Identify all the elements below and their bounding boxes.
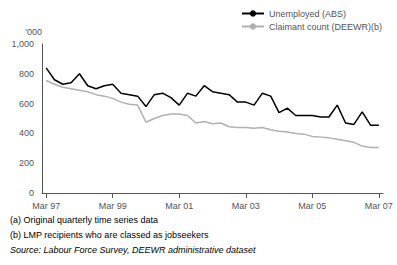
svg-text:800: 800 (19, 69, 34, 79)
svg-text:Mar 07: Mar 07 (365, 201, 393, 211)
svg-text:200: 200 (19, 158, 34, 168)
svg-text:(a) Original quarterly time se: (a) Original quarterly time series data (10, 215, 158, 225)
svg-text:(b) LMP recipients who are cla: (b) LMP recipients who are classed as jo… (10, 230, 209, 240)
svg-text:400: 400 (19, 128, 34, 138)
svg-text:Mar 97: Mar 97 (32, 201, 60, 211)
svg-text:600: 600 (19, 99, 34, 109)
svg-text:Mar 05: Mar 05 (298, 201, 326, 211)
svg-text:Claimant count (DEEWR)(b): Claimant count (DEEWR)(b) (269, 22, 382, 32)
svg-text:Mar 03: Mar 03 (232, 201, 260, 211)
svg-text:0: 0 (29, 188, 34, 198)
svg-text:Mar 01: Mar 01 (165, 201, 193, 211)
svg-text:Source: Labour Force Survey, D: Source: Labour Force Survey, DEEWR admin… (10, 245, 256, 255)
svg-text:Mar 99: Mar 99 (99, 201, 127, 211)
svg-text:1,000: 1,000 (11, 39, 34, 49)
svg-text:'000: '000 (25, 27, 42, 37)
svg-text:Unemployed (ABS): Unemployed (ABS) (269, 9, 346, 19)
